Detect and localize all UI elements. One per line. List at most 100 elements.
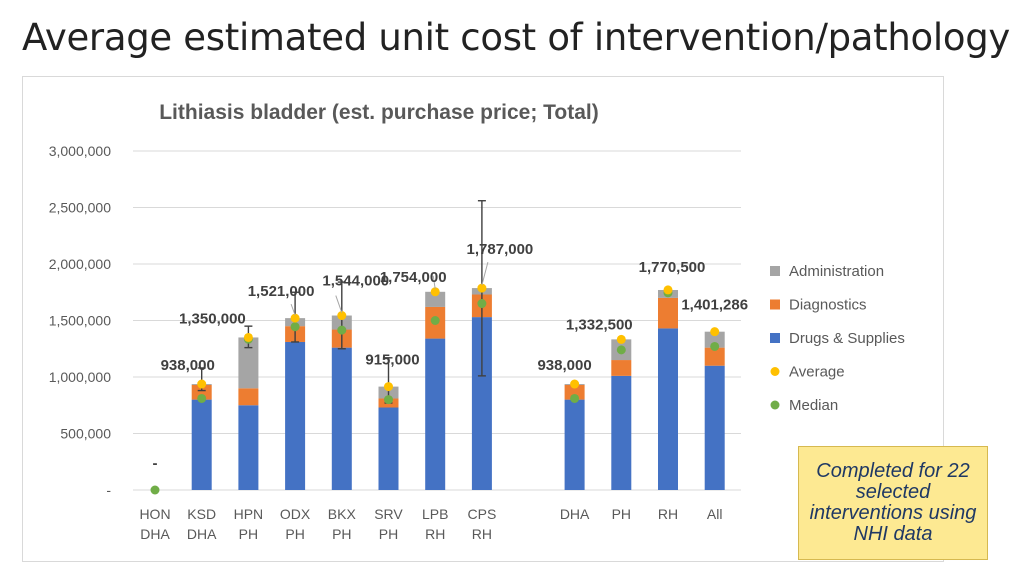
median-marker [290,322,300,332]
chart-frame: Lithiasis bladder (est. purchase price; … [22,76,944,562]
bar-segment-drugs [658,328,678,490]
label-leader-line [290,303,296,316]
x-tick-label: All [707,506,723,522]
y-tick-label: - [106,482,111,498]
bar-segment-drugs [425,338,446,490]
x-tick-label-line2: PH [239,526,258,542]
y-tick-label: 3,000,000 [49,143,111,159]
bar-segment-administration [425,291,446,307]
slide-title: Average estimated unit cost of intervent… [22,16,1010,59]
x-tick-label: HPN [234,506,264,522]
bar-segment-diagnostics [238,388,259,406]
x-tick-label-line2: RH [472,526,492,542]
x-tick-label: BKX [328,506,357,522]
legend: Administration Diagnostics Drugs & Supplie… [770,263,905,414]
average-marker [243,332,253,342]
x-tick-label: RH [658,506,678,522]
legend-label: Median [789,397,838,414]
y-tick-label: 2,500,000 [49,200,111,216]
x-tick-label-line2: PH [285,526,304,542]
bar-segment-diagnostics [704,347,725,366]
median-marker [197,393,207,403]
bar-segment-administration [238,337,259,389]
bar-segment-drugs [238,405,259,490]
bar-segment-drugs [285,341,306,490]
x-tick-label: DHA [560,506,590,522]
x-tick-label: CPS [468,506,497,522]
legend-administration-swatch [770,266,780,276]
average-marker [663,285,673,295]
note-callout: Completed for 22 selected interventions … [798,446,988,560]
median-marker [570,393,580,403]
data-label: 938,000 [537,357,591,374]
data-label: 1,544,000 [322,273,389,290]
average-marker [710,327,720,337]
bar-segment-diagnostics [658,297,678,329]
bars [191,288,725,490]
legend-diagnostics-swatch [770,299,780,310]
bar-segment-drugs [331,347,352,490]
median-marker [337,325,347,335]
x-tick-label: ODX [280,506,311,522]
chart-title: Lithiasis bladder (est. purchase price; … [159,101,599,124]
label-leader-line [432,275,436,289]
average-marker [570,379,580,389]
median-marker [477,299,487,309]
legend-median-marker [770,400,780,410]
median-marker [616,345,626,355]
bar-segment-diagnostics [611,360,632,376]
x-axis-ticks: HON DHA KSD DHA HPN PH ODX PH BKX PH SRV PH LPB RH CPS… [139,506,722,542]
data-label: 1,350,000 [179,310,246,327]
data-label: 1,787,000 [467,241,534,258]
average-marker [616,334,626,344]
bar-segment-diagnostics [564,384,585,400]
x-tick-label-line2: PH [379,526,398,542]
y-tick-label: 1,500,000 [49,313,111,329]
average-marker [197,379,207,389]
x-tick-label: LPB [422,506,448,522]
y-tick-label: 500,000 [60,426,111,442]
bar-segment-drugs [704,365,725,490]
bar-segment-drugs [191,399,212,490]
x-tick-label-line2: RH [425,526,445,542]
legend-label: Diagnostics [789,297,867,314]
average-marker [384,382,393,392]
bar-segment-drugs [471,317,492,490]
x-tick-label: SRV [374,506,403,522]
y-axis-ticks: - 500,000 1,000,000 1,500,000 2,000,000 2,500… [49,143,112,498]
x-tick-label: KSD [187,506,216,522]
median-marker [384,395,393,405]
x-tick-label-line2: DHA [187,526,217,542]
legend-average-marker [770,367,780,376]
data-label: 1,754,000 [380,269,447,286]
bar-segment-drugs [611,375,632,490]
legend-label: Administration [789,263,884,280]
average-marker [290,313,300,323]
x-tick-label: HON [139,506,170,522]
median-marker [430,316,440,325]
stacked-bar-chart: Lithiasis bladder (est. purchase price; … [49,101,905,542]
legend-label: Drugs & Supplies [789,330,905,347]
x-tick-label: PH [612,506,631,522]
data-label: 1,521,000 [248,283,315,300]
median-marker [710,341,720,351]
markers [150,283,720,495]
bar-segment-drugs [564,399,585,490]
average-marker [430,287,440,297]
bar-segment-diagnostics [191,384,212,400]
data-label: - [153,455,158,472]
y-tick-label: 2,000,000 [49,256,111,272]
average-marker [477,283,487,293]
data-label: 1,770,500 [639,259,706,276]
legend-label: Average [789,364,845,381]
data-label: 915,000 [365,352,419,369]
data-label: 1,332,500 [566,316,633,333]
label-leader-line [335,295,343,313]
bar-segment-administration [704,331,725,348]
x-tick-label-line2: DHA [140,526,170,542]
note-text: Completed for 22 selected interventions … [809,460,977,545]
legend-drugs-swatch [770,333,780,343]
median-marker [150,485,160,495]
y-tick-label: 1,000,000 [49,369,111,385]
